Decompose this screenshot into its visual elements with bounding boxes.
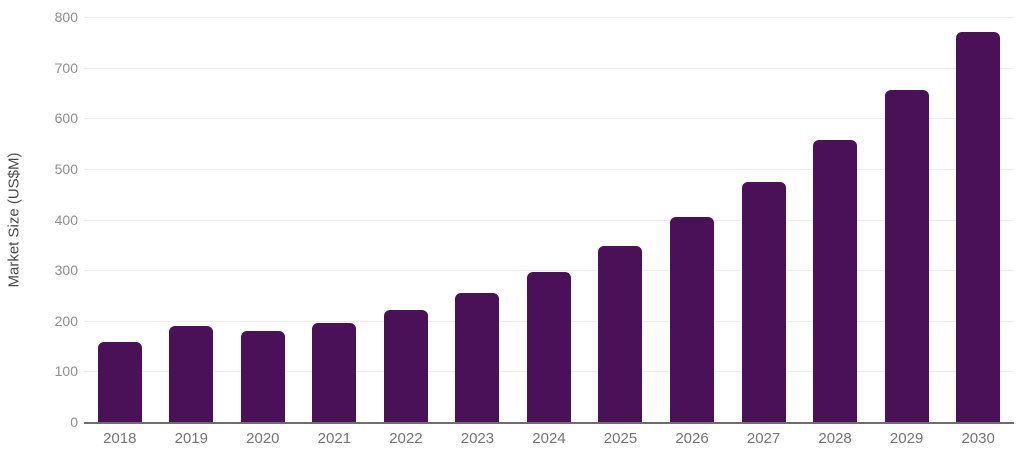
x-tick-label-2027: 2027 (746, 430, 781, 447)
x-tick-label-2025: 2025 (603, 430, 638, 447)
bars-layer (84, 17, 1014, 422)
bar-2027 (741, 181, 786, 422)
bar-2018 (97, 342, 142, 422)
gridline-400 (84, 219, 1014, 221)
gridline-300 (84, 270, 1014, 272)
gridline-800 (84, 17, 1014, 18)
bar-2026 (670, 216, 715, 422)
bar-2024 (526, 271, 571, 422)
x-tick-label-2028: 2028 (818, 430, 852, 447)
bar-2022 (383, 309, 428, 422)
x-tick-label-2018: 2018 (103, 430, 137, 447)
x-tick-label-2024: 2024 (532, 430, 566, 447)
x-tick-label-2021: 2021 (317, 430, 352, 447)
x-tick-label-2020: 2020 (246, 430, 280, 447)
y-tick-label-700: 700 (54, 59, 78, 76)
x-tick-label-2029: 2029 (889, 430, 924, 447)
y-tick-label-800: 800 (54, 9, 78, 25)
y-tick-label-200: 200 (54, 312, 78, 329)
x-tick-label-2022: 2022 (389, 430, 423, 447)
x-tick-label-2019: 2019 (174, 430, 208, 447)
plot-area (84, 17, 1014, 424)
bar-2028 (813, 140, 858, 422)
bar-2029 (884, 90, 929, 422)
bar-2021 (312, 323, 357, 422)
bar-2023 (455, 293, 500, 422)
x-tick-label-2023: 2023 (460, 430, 495, 447)
y-tick-label-300: 300 (54, 262, 78, 279)
y-tick-label-400: 400 (54, 211, 78, 228)
bar-2025 (598, 246, 643, 422)
gridline-700 (84, 67, 1014, 69)
bar-2019 (169, 325, 214, 422)
x-tick-label-2030: 2030 (961, 430, 995, 447)
y-tick-label-600: 600 (54, 110, 78, 127)
x-axis-tick-labels: 2018 2019 2020 2021 2022 2023 2024 2025 2026 2027… (84, 430, 1014, 447)
bar-2030 (956, 32, 1001, 422)
bar-2020 (240, 330, 285, 422)
gridline-600 (84, 118, 1014, 120)
y-tick-label-500: 500 (54, 160, 78, 177)
x-tick-label-2026: 2026 (675, 430, 709, 447)
gridline-500 (84, 168, 1014, 170)
y-tick-label-100: 100 (54, 363, 78, 380)
y-tick-label-0: 0 (70, 414, 78, 430)
